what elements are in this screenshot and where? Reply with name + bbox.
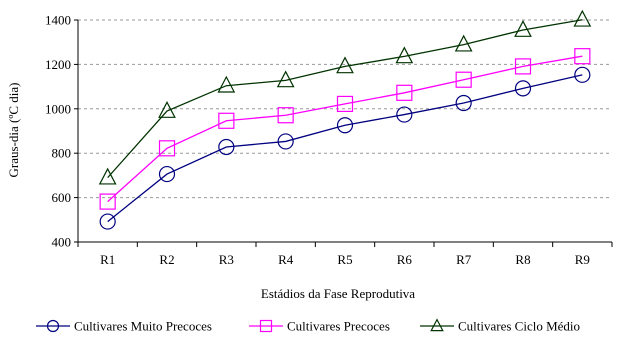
x-tick-label-r6: R6 [397,252,413,267]
data-point-r9 [573,9,592,27]
data-point-r4 [277,133,294,150]
legend-marker [430,318,444,332]
data-point-r7 [455,94,472,112]
data-point-r4 [277,107,294,124]
x-axis-title: Estádios da Fase Reprodutiva [261,286,415,301]
x-tick-label-r7: R7 [456,252,472,267]
data-point-r3 [217,75,236,93]
data-point-r7 [454,34,473,52]
data-point-r3 [218,138,235,156]
x-tick-label-r2: R2 [159,252,174,267]
legend-item-3: Cultivares Ciclo Médio [420,318,580,334]
gridlines [78,19,612,199]
y-tick-label: 400 [52,235,72,250]
data-point-r9 [574,66,591,83]
y-tick-label: 800 [52,146,72,161]
legend-item-1: Cultivares Muito Precoces [36,319,212,334]
legend: Cultivares Muito Precoces Cultivares Prec… [36,318,580,334]
data-point-r3 [218,112,235,129]
data-point-r4 [276,70,295,88]
legend-marker [259,319,273,333]
x-tick-label-r9: R9 [575,252,590,267]
y-tick-label: 1000 [45,101,71,116]
data-point-r8 [514,80,532,97]
series-line-3 [107,19,583,179]
data-point-r8 [514,58,532,75]
data-point-r2 [158,165,176,183]
legend-label: Cultivares Ciclo Médio [458,319,580,334]
data-point-r7 [455,71,472,88]
series-line-1 [107,74,583,223]
series-2 [99,48,591,210]
y-axis-title: Graus-dia (ºC dia) [6,83,21,178]
data-point-r9 [574,48,591,65]
y-tick-labels: 400 600 800 1000 1200 1400 [45,13,71,250]
legend-item-2: Cultivares Precoces [249,319,390,334]
data-point-r6 [396,84,413,101]
x-tick-label-r4: R4 [278,252,294,267]
data-point-r5 [336,95,354,113]
data-point-r1 [99,193,116,210]
y-tick-label: 1400 [45,13,71,28]
data-point-r1 [98,167,117,185]
legend-label: Cultivares Precoces [287,319,390,334]
legend-label: Cultivares Muito Precoces [74,319,212,334]
x-tick-labels: R1 R2 R3 R4 R5 R6 R7 R8 R9 [100,252,590,267]
data-point-r8 [514,19,532,37]
data-point-r5 [336,117,354,134]
data-point-r1 [99,213,116,230]
series-3 [98,9,592,185]
x-tick-label-r1: R1 [100,252,115,267]
x-tick-label-r3: R3 [219,252,234,267]
y-tick-label: 600 [52,190,72,205]
x-tick-label-r8: R8 [515,252,530,267]
data-point-r2 [158,101,176,118]
x-tick-label-r5: R5 [337,252,352,267]
data-point-r2 [158,140,176,157]
series [98,9,592,230]
data-point-r5 [336,56,354,74]
legend-marker [46,319,60,333]
data-point-r6 [396,106,413,123]
y-tick-label: 1200 [45,57,71,72]
data-point-r6 [395,46,414,64]
series-line-2 [107,55,583,203]
series-1 [99,66,591,230]
axes [74,19,613,247]
